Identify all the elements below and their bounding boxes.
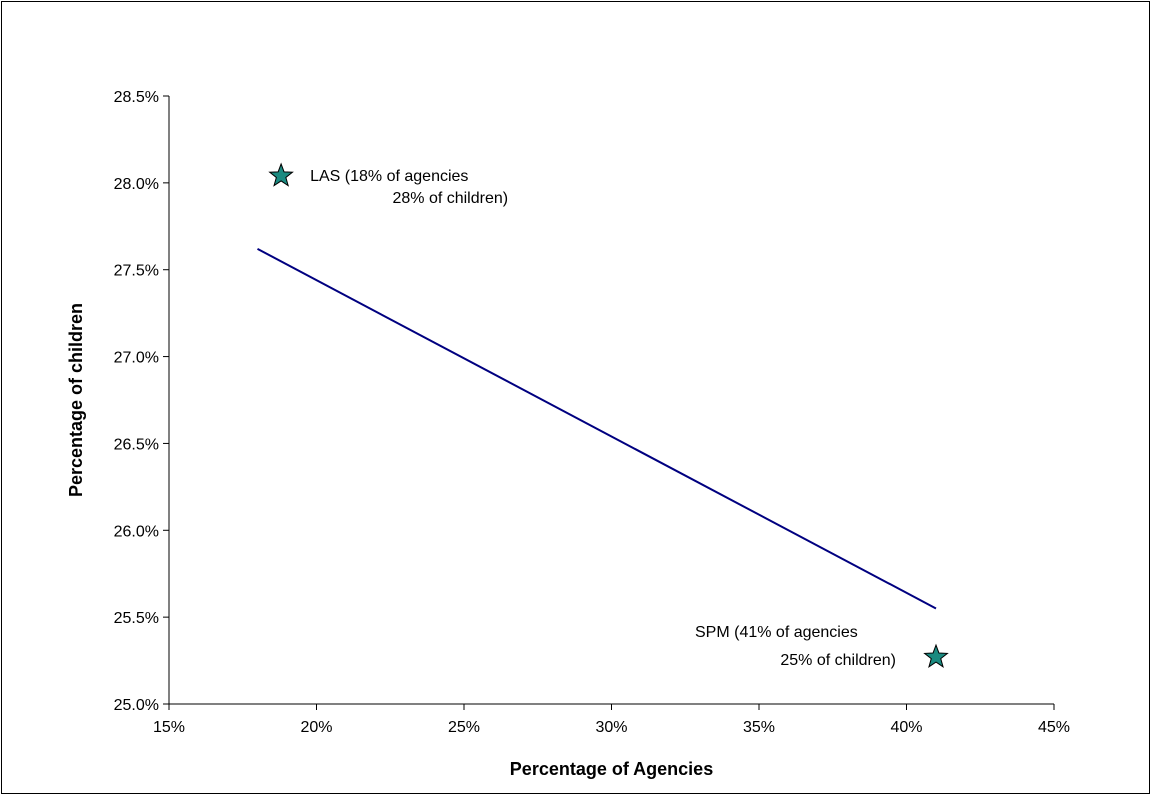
x-tick-label: 15% bbox=[153, 719, 185, 736]
star-marker bbox=[268, 162, 294, 187]
x-tick-label: 35% bbox=[743, 719, 775, 736]
x-tick-label: 25% bbox=[448, 719, 480, 736]
x-tick-label: 40% bbox=[890, 719, 922, 736]
x-tick-label: 45% bbox=[1038, 719, 1070, 736]
y-tick-label: 28.0% bbox=[114, 176, 159, 193]
y-axis: 25.0% 25.5% 26.0% 26.5% 27.0% 27.5% 28.0% 28.5% bbox=[114, 89, 170, 714]
y-tick-label: 28.5% bbox=[114, 89, 159, 106]
trendline-group bbox=[257, 247, 937, 610]
y-tick-label: 25.5% bbox=[114, 610, 159, 627]
y-tick-label: 26.5% bbox=[114, 436, 159, 453]
point-label-line2: 28% of children) bbox=[392, 190, 508, 207]
x-axis: 15% 20% 25% 30% 35% 40% 45% bbox=[153, 703, 1070, 736]
star-marker bbox=[923, 643, 949, 668]
x-tick-label: 30% bbox=[595, 719, 627, 736]
y-tick-label: 27.0% bbox=[114, 350, 159, 367]
point-label-line1: LAS (18% of agencies bbox=[310, 168, 468, 185]
y-tick-label: 25.0% bbox=[114, 697, 159, 714]
trendline bbox=[257, 247, 937, 610]
point-label-line1: SPM (41% of agencies bbox=[695, 624, 858, 641]
points-group: LAS (18% of agencies 28% of children) SPM … bbox=[268, 162, 949, 669]
x-tick-label: 20% bbox=[300, 719, 332, 736]
x-axis-title: Percentage of Agencies bbox=[510, 759, 713, 779]
y-tick-label: 27.5% bbox=[114, 263, 159, 280]
y-axis-title: Percentage of children bbox=[66, 303, 86, 497]
y-tick-label: 26.0% bbox=[114, 523, 159, 540]
point-label-line2: 25% of children) bbox=[780, 652, 896, 669]
